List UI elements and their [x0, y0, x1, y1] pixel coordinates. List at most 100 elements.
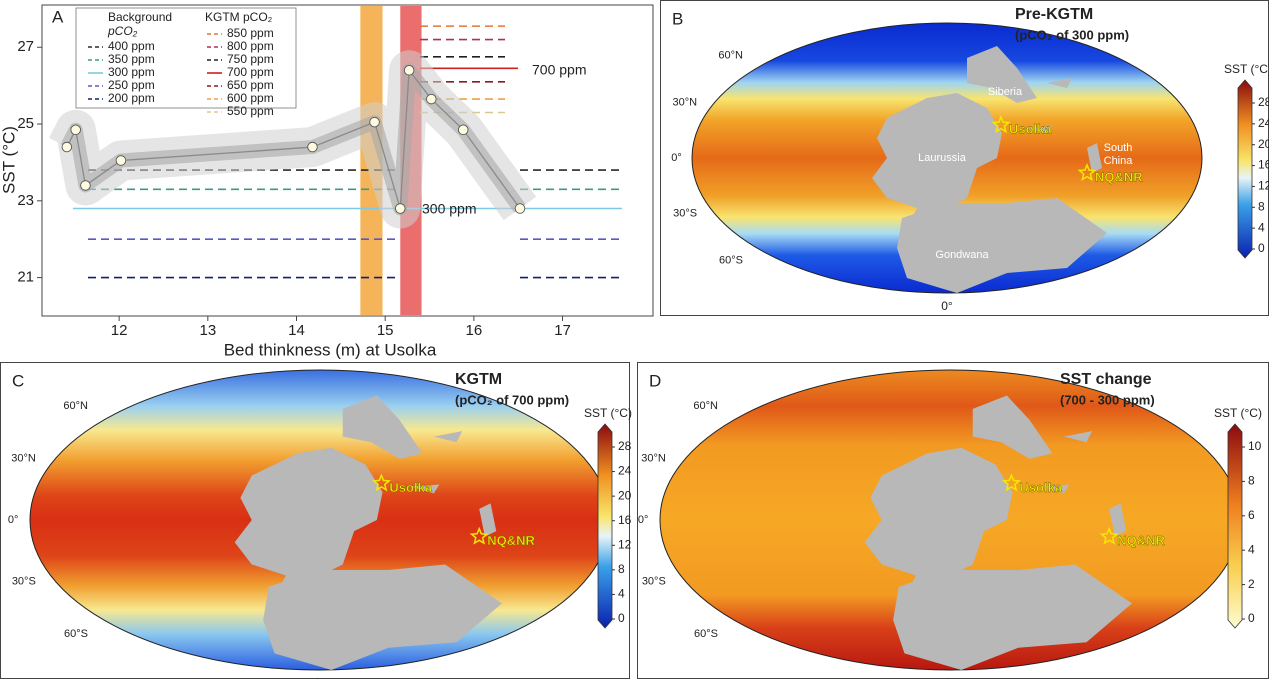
site-star	[991, 115, 1011, 134]
latitude-label: 60°S	[694, 628, 718, 640]
colorbar-tick-label: 8	[1248, 474, 1255, 488]
landmass	[342, 395, 423, 459]
site-star	[1077, 163, 1097, 182]
latitude-label: 60°S	[64, 628, 88, 640]
landmass	[872, 93, 1002, 228]
landmass	[893, 564, 1132, 670]
data-point	[457, 124, 469, 136]
colorbar-tick-label: 4	[618, 587, 625, 601]
plot-frame	[41, 4, 654, 317]
colorbar-tick-label: 16	[618, 513, 632, 527]
continents	[864, 395, 1132, 670]
legend-label: 400 ppm	[108, 39, 155, 53]
colorbar-tick-label: 16	[1258, 158, 1269, 172]
latitude-label: 30°S	[642, 575, 666, 587]
latitude-label: 60°S	[719, 255, 743, 267]
x-tick-label: 14	[288, 322, 305, 339]
colorbar-tick-label: 20	[1258, 137, 1269, 151]
meridian-label: 0°	[944, 676, 956, 679]
latitude-label: 30°N	[11, 452, 36, 464]
site-label: Usolka	[389, 480, 432, 495]
latitude-label: 30°S	[12, 575, 36, 587]
place-label: Siberia	[988, 86, 1023, 98]
colorbar-tick-label: 4	[1258, 220, 1265, 234]
latitude-label: 0°	[8, 514, 19, 526]
colorbar-tick-label: 28	[618, 439, 632, 453]
latitude-label: 60°N	[718, 49, 743, 61]
data-point	[514, 203, 526, 214]
site-label: NQ&NR	[487, 533, 535, 548]
legend-label: 750 ppm	[227, 52, 274, 66]
y-tick-label: 21	[17, 269, 34, 286]
colorbar-title: SST (°C)	[1214, 406, 1262, 420]
latitude-label: 30°N	[641, 452, 666, 464]
legend-label: 800 ppm	[227, 39, 274, 53]
landmass	[1109, 503, 1127, 537]
site-star	[1001, 473, 1021, 492]
colorbar-title: SST (°C)	[1224, 62, 1269, 76]
latitude-label: 60°N	[693, 400, 718, 412]
data-point	[395, 203, 406, 214]
annotation: 300 ppm	[422, 201, 476, 217]
colorbar-tick-label: 12	[1258, 179, 1269, 193]
legend-label: 700 ppm	[227, 65, 274, 79]
x-tick-label: 15	[377, 322, 394, 339]
panel-label: D	[649, 371, 661, 390]
place-label: South China	[1104, 142, 1134, 167]
map-title: Pre-KGTM	[1015, 6, 1093, 23]
place-label: Gondwana	[935, 249, 989, 261]
landmass	[864, 447, 1013, 598]
y-tick-label: 23	[17, 192, 34, 209]
x-tick-label: 12	[111, 322, 128, 339]
landmass	[410, 484, 440, 494]
map-subtitle: (pCO₂ of 700 ppm)	[455, 392, 569, 407]
landmass	[1027, 126, 1052, 134]
site-label: NQ&NR	[1117, 533, 1165, 548]
legend-label: 600 ppm	[227, 91, 274, 105]
latitude-label: 0°	[638, 514, 649, 526]
data-point	[369, 116, 380, 128]
colorbar-tick-label: 0	[1258, 241, 1265, 255]
data-point	[80, 180, 91, 191]
y-tick-label: 27	[17, 38, 34, 55]
latitude-label: 30°S	[673, 207, 697, 219]
landmass	[1063, 431, 1093, 443]
legend-label: 250 ppm	[108, 78, 155, 92]
continents	[234, 395, 502, 670]
landmass	[1087, 143, 1102, 173]
x-tick-label: 16	[466, 322, 483, 339]
legend-title: KGTM pCO₂	[205, 10, 273, 24]
colorbar-tick-label: 10	[1248, 439, 1262, 453]
landmass	[234, 447, 383, 598]
legend-label: 200 ppm	[108, 91, 155, 105]
latitude-label: 0°	[671, 152, 682, 164]
site-star	[371, 473, 391, 492]
colorbar-tick-label: 20	[618, 488, 632, 502]
y-tick-label: 25	[17, 115, 34, 132]
landmass	[1047, 78, 1072, 88]
latitude-label: 30°N	[673, 97, 698, 109]
legend-title: pCO₂	[107, 24, 138, 38]
landmass	[1040, 484, 1070, 494]
y-axis-label: SST (°C)	[0, 126, 18, 194]
x-axis-label: Bed thinkness (m) at Usolka	[224, 340, 437, 359]
colorbar-title: SST (°C)	[584, 406, 632, 420]
landmass	[972, 395, 1053, 459]
x-tick-label: 17	[554, 322, 571, 339]
colorbar	[1227, 423, 1243, 629]
meridian-label: 0°	[314, 676, 326, 679]
colorbar-tick-label: 24	[1258, 116, 1269, 130]
map-title: KGTM	[455, 371, 502, 388]
map-title: SST change	[1060, 371, 1152, 388]
colorbar-tick-label: 4	[1248, 542, 1255, 556]
legend-label: 850 ppm	[227, 26, 274, 40]
data-point	[70, 124, 81, 136]
panel-a: 12 13 14 15 16 17 21 23 25 27 Bed thinkness (m) at…	[0, 6, 622, 359]
landmass	[263, 564, 502, 670]
colorbar-tick-label: 12	[618, 537, 632, 551]
legend-label: 350 ppm	[108, 52, 155, 66]
x-tick-label: 13	[199, 322, 216, 339]
colorbar-tick-label: 0	[1248, 611, 1255, 625]
